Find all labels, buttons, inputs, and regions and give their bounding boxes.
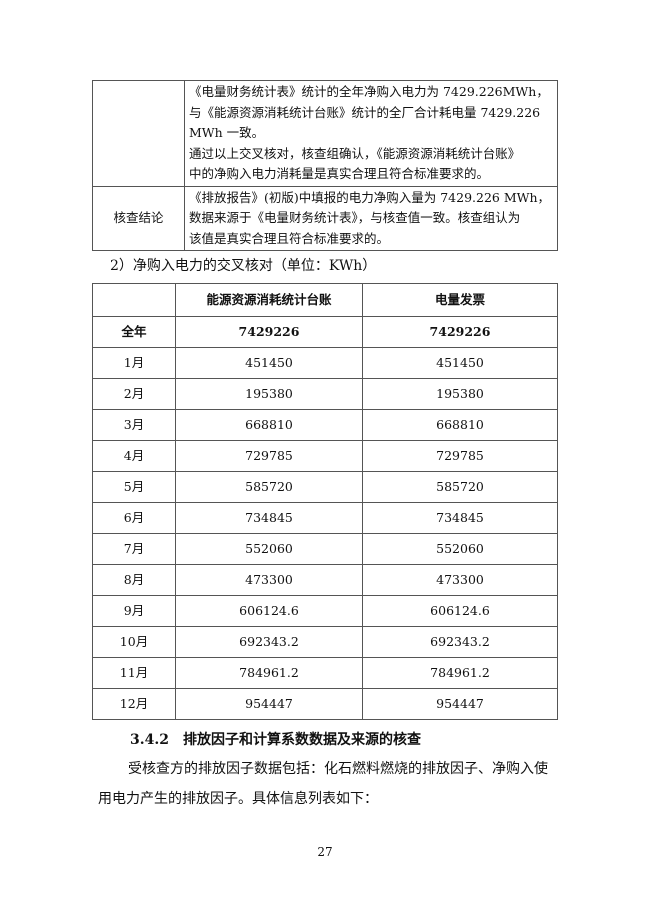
text-line: 通过以上交叉核对，核查组确认，《能源资源消耗统计台账》: [189, 145, 521, 161]
table-cell: [92, 283, 176, 317]
table-cell: 585720: [175, 471, 363, 503]
table-cell: 606124.6: [362, 595, 558, 627]
table-cell: 451450: [362, 347, 558, 379]
empty-cell: [92, 80, 185, 187]
table-cell: 195380: [362, 378, 558, 410]
table-cell: 784961.2: [175, 657, 363, 689]
table-row: 5月 585720 585720: [92, 471, 558, 503]
table-caption: 2）净购入电力的交叉核对（单位：KWh）: [110, 258, 377, 274]
table-cell: 11月: [92, 657, 176, 689]
table-row: 9月 606124.6 606124.6: [92, 595, 558, 627]
table-cell: 692343.2: [362, 626, 558, 658]
table-row: 10月 692343.2 692343.2: [92, 626, 558, 658]
text-line: 该值是真实合理且符合标准要求的。: [189, 230, 390, 246]
table-row: 12月 954447 954447: [92, 688, 558, 720]
table-cell: 552060: [175, 533, 363, 565]
section-heading: 3.4.2 排放因子和计算系数数据及来源的核查: [130, 730, 558, 750]
cross-check-row: 《电量财务统计表》统计的全年净购入电力为 7429.226MWh， 与《能源资源…: [92, 80, 558, 187]
table-row: 6月 734845 734845: [92, 502, 558, 534]
table-cell: 473300: [175, 564, 363, 596]
table-cell: 6月: [92, 502, 176, 534]
table-cell: 954447: [175, 688, 363, 720]
table-cell: 473300: [362, 564, 558, 596]
text-line: 中的净购入电力消耗量是真实合理且符合标准要求的。: [189, 166, 490, 181]
table-cell: 10月: [92, 626, 176, 658]
table-cell: 552060: [362, 533, 558, 565]
table-cell: 全年: [92, 316, 176, 348]
table-cell: 734845: [362, 502, 558, 534]
table-row: 全年 7429226 7429226: [92, 316, 558, 348]
table-row: 1月 451450 451450: [92, 347, 558, 379]
table-cell: 784961.2: [362, 657, 558, 689]
table-cell: 1月: [92, 347, 176, 379]
table-cell: 606124.6: [175, 595, 363, 627]
table-cell: 7429226: [175, 316, 363, 348]
table-cell: 729785: [362, 440, 558, 472]
table-row: 8月 473300 473300: [92, 564, 558, 596]
table-cell: 3月: [92, 409, 176, 441]
table-cell: 734845: [175, 502, 363, 534]
cross-check-text: 《电量财务统计表》统计的全年净购入电力为 7429.226MWh， 与《能源资源…: [184, 80, 558, 187]
table-cell: 729785: [175, 440, 363, 472]
table-cell: 4月: [92, 440, 176, 472]
table-row: 4月 729785 729785: [92, 440, 558, 472]
text-line: 与《能源资源消耗统计台账》统计的全厂合计耗电量 7429.226: [189, 104, 541, 120]
conclusion-row: 核查结论 《排放报告》(初版)中填报的电力净购入量为 7429.226 MWh，…: [92, 185, 558, 251]
cross-check-table: 能源资源消耗统计台账 电量发票 全年 7429226 7429226 1月 451450 45…: [92, 283, 558, 720]
table-cell: 2月: [92, 378, 176, 410]
table-cell: 668810: [362, 409, 558, 441]
section-title: 排放因子和计算系数数据及来源的核查: [182, 732, 421, 748]
table-header-row: 能源资源消耗统计台账 电量发票: [92, 283, 558, 317]
verification-table: 《电量财务统计表》统计的全年净购入电力为 7429.226MWh， 与《能源资源…: [92, 80, 558, 251]
text-line: 数据来源于《电量财务统计表》，与核查值一致。核查组认为: [189, 210, 521, 225]
conclusion-label: 核查结论: [92, 185, 185, 251]
section-number: 3.4.2: [130, 732, 169, 748]
text-line: MWh 一致。: [189, 125, 265, 140]
page-number: 27: [317, 845, 333, 859]
table-row: 3月 668810 668810: [92, 409, 558, 441]
table-row: 7月 552060 552060: [92, 533, 558, 565]
conclusion-text: 《排放报告》(初版)中填报的电力净购入量为 7429.226 MWh， 数据来源…: [184, 185, 558, 251]
table-cell: 能源资源消耗统计台账: [175, 283, 363, 317]
page-content: 《电量财务统计表》统计的全年净购入电力为 7429.226MWh， 与《能源资源…: [92, 0, 558, 900]
table-cell: 451450: [175, 347, 363, 379]
text-line: 《电量财务统计表》统计的全年净购入电力为 7429.226MWh，: [189, 84, 549, 99]
table-cell: 692343.2: [175, 626, 363, 658]
table-row: 11月 784961.2 784961.2: [92, 657, 558, 689]
table-cell: 电量发票: [362, 283, 558, 317]
table-cell: 954447: [362, 688, 558, 720]
table-cell: 7月: [92, 533, 176, 565]
table-row: 2月 195380 195380: [92, 378, 558, 410]
text-line: 《排放报告》(初版)中填报的电力净购入量为 7429.226 MWh，: [189, 189, 551, 205]
table-cell: 5月: [92, 471, 176, 503]
table-cell: 668810: [175, 409, 363, 441]
table-cell: 585720: [362, 471, 558, 503]
table-cell: 8月: [92, 564, 176, 596]
table-cell: 7429226: [362, 316, 558, 348]
body-paragraph: 受核查方的排放因子数据包括：化石燃料燃烧的排放因子、净购入使用电力产生的排放因子…: [98, 761, 548, 807]
table-cell: 9月: [92, 595, 176, 627]
table-cell: 195380: [175, 378, 363, 410]
table-cell: 12月: [92, 688, 176, 720]
